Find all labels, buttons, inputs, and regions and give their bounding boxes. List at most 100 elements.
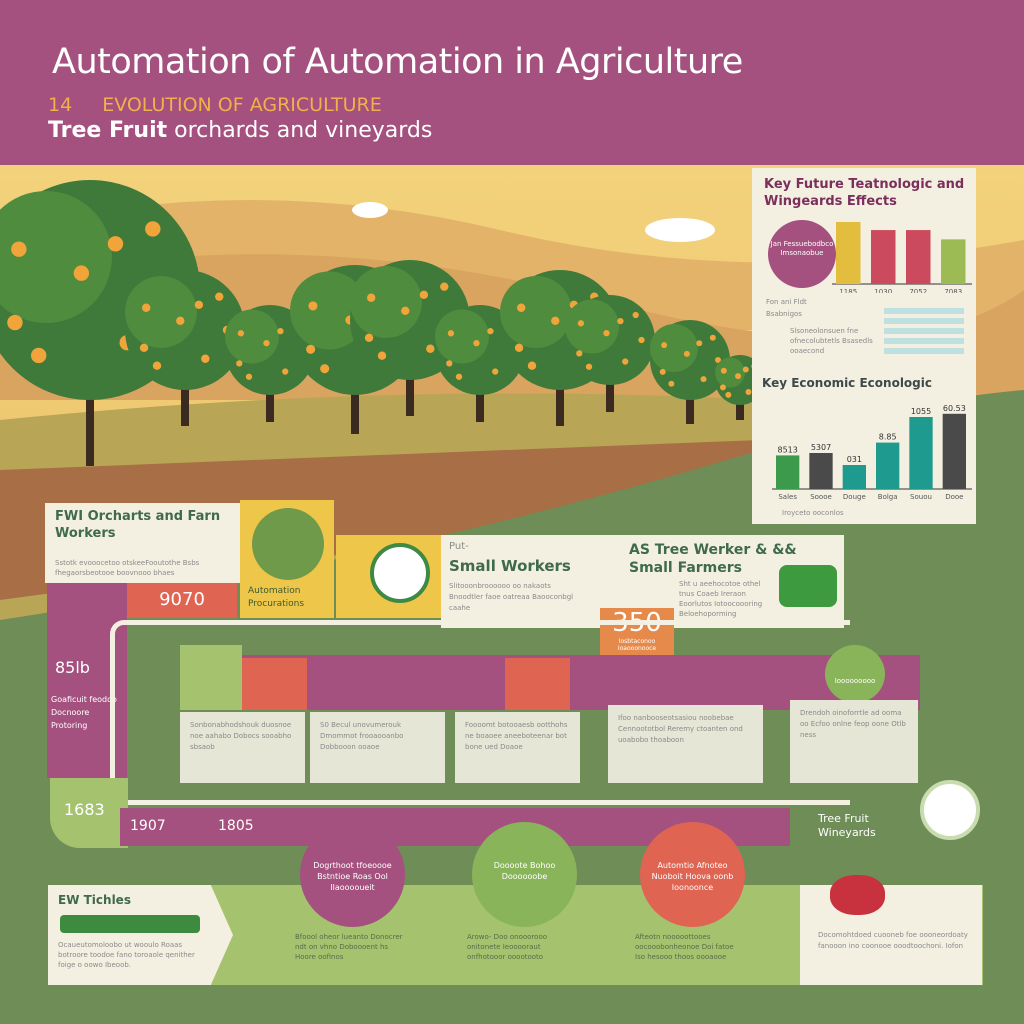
workers-icon: [252, 508, 324, 580]
top-bar-chart: 1185 1030 7052 7083: [832, 222, 972, 293]
fruit: [308, 301, 318, 311]
fruit: [696, 340, 703, 347]
left-stat: 85lb: [55, 658, 90, 677]
fruit: [487, 327, 494, 335]
fruit: [622, 358, 629, 365]
timeline-card: Ifoo nanbooseotsasiou noobebae Cennootot…: [608, 705, 763, 783]
bar-category-label: Souou: [910, 493, 932, 501]
stat-9070: 9070: [127, 583, 237, 618]
fruit: [440, 282, 449, 291]
tree-fruit-body: Docomohtdoed cuooneb foe oooneordoaty fa…: [818, 931, 968, 950]
stat-350-caption: Iosbtaconoo Ioaooonooce: [617, 638, 657, 652]
fruit: [735, 373, 742, 380]
fruit: [585, 363, 593, 370]
orchard-workers-card: FWI Orcharts and Farn Workers Sstotk evo…: [45, 503, 240, 583]
fruit: [514, 343, 524, 352]
fruit: [745, 388, 752, 395]
bar-category-label: Bolga: [878, 493, 898, 501]
fruit: [632, 311, 639, 319]
subtitle-rest: orchards and vineyards: [174, 118, 433, 143]
fruit: [700, 376, 707, 383]
orchard-tree: [650, 320, 730, 424]
small-workers-body: Slitooonbroooooo oo nakaots Bnoodtler fa…: [449, 582, 574, 612]
timeline-track: [110, 620, 850, 805]
fruit: [320, 364, 330, 374]
tree-fruit-title: Tree Fruit Wineyards: [818, 812, 876, 839]
bar-category-label: 7052: [909, 288, 927, 293]
fruit: [237, 330, 245, 337]
fruit: [551, 316, 560, 326]
bottom-chart-heading: Key Economic Econologic: [762, 376, 932, 390]
kicker-text: EVOLUTION OF AGRICULTURE: [102, 94, 382, 116]
milestone-circle-people: Dogrthoot tfoeoooe Bstntioe Roas Ool Ila…: [300, 822, 405, 927]
milestone-body: Afteotn nooooottooes oocooobonheonoe Doi…: [635, 933, 734, 961]
fruit: [617, 317, 624, 325]
fruit: [742, 366, 749, 373]
milestone-body: Arowo- Doo onooorooo onitonete Ieoooorau…: [467, 933, 548, 961]
fruit: [30, 347, 47, 364]
bar-value-label: 5307: [811, 443, 831, 452]
tree-icon-circle: [920, 780, 980, 840]
bar: [842, 465, 866, 489]
fruit: [282, 368, 289, 375]
fruit: [277, 327, 284, 335]
timeline-card: Foooomt botooaesb ootthohs ne boaoee ane…: [455, 712, 580, 783]
bar: [942, 413, 966, 489]
bar: [909, 417, 933, 489]
fruit: [236, 360, 243, 367]
bar: [941, 239, 966, 284]
bar-category-label: Douge: [843, 493, 866, 501]
fruit: [603, 329, 610, 337]
note-b: Slsoneolonsuen fne ofnecolubtetls Bsased…: [790, 327, 873, 355]
fruit: [73, 265, 90, 281]
stat-350: 350 Iosbtaconoo Ioaooonooce: [600, 608, 674, 664]
page-subtitle: Tree Fruit orchards and vineyards: [48, 118, 432, 143]
bar: [776, 455, 800, 489]
fruit: [683, 350, 690, 357]
small-workers-kicker: Put-: [449, 541, 469, 552]
fruit: [455, 373, 463, 380]
chart-footnote: Iroyceto ooconlos: [782, 509, 844, 517]
kicker-number: 14: [48, 94, 73, 116]
fruit: [377, 351, 387, 360]
bar-category-label: Sales: [778, 493, 797, 501]
automation-label: Automation Procurations: [248, 586, 305, 609]
vehicles-body: Ocaueutomoloobo ut wooulo Roaas botroore…: [58, 941, 195, 969]
timeline-card: Drendoh oinoforrtle ad ooma oo Ecfoo onl…: [790, 700, 918, 783]
bar-category-label: 1185: [839, 288, 857, 293]
small-farmers-title: AS Tree Werker & && Small Farmers: [629, 542, 797, 576]
bar-value-label: 031: [847, 455, 862, 464]
fruit: [638, 336, 645, 344]
fruit: [245, 373, 253, 380]
bar-value-label: 8.85: [879, 433, 897, 442]
fruit: [11, 241, 27, 257]
fruit: [152, 361, 162, 370]
fruit: [709, 334, 716, 341]
workers-farmers-card: Put- Small Workers Slitooonbroooooo oo n…: [441, 535, 844, 628]
fruit: [719, 384, 726, 391]
bar-category-label: Soooe: [810, 493, 832, 501]
fruit: [661, 342, 668, 349]
fruit: [366, 293, 376, 302]
fruit: [473, 339, 480, 347]
bar-value-label: 1055: [911, 407, 931, 416]
fruit: [492, 368, 499, 375]
key-effects-panel: Key Future Teatnologic and Wingeards Eff…: [752, 168, 976, 524]
bar: [876, 442, 900, 489]
tree-icon-block: [336, 535, 441, 618]
timeline-red-block-1: [242, 658, 307, 710]
year-1907: 1907: [130, 818, 166, 834]
bar: [906, 230, 931, 284]
orchard-tree: [565, 295, 655, 412]
tree-icon: [370, 543, 430, 603]
year-1683: 1683: [64, 800, 105, 819]
orchard-tree: [125, 270, 245, 426]
top-chart-heading: Key Future Teatnologic and Wingeards Eff…: [764, 177, 965, 209]
vehicles-icon: [60, 915, 200, 933]
orchard-workers-body: Sstotk evooocetoo otskeeFooutothe Bsbs f…: [55, 559, 200, 577]
header-banner: Automation of Automation in Agriculture …: [0, 0, 1024, 165]
vehicles-card: EW Tichles Ocaueutomoloobo ut wooulo Roa…: [48, 885, 233, 985]
fruit: [419, 290, 429, 300]
left-stat-text: Goaficuit feodoo Docnoore Protoring: [51, 695, 117, 730]
fruit: [720, 367, 727, 374]
